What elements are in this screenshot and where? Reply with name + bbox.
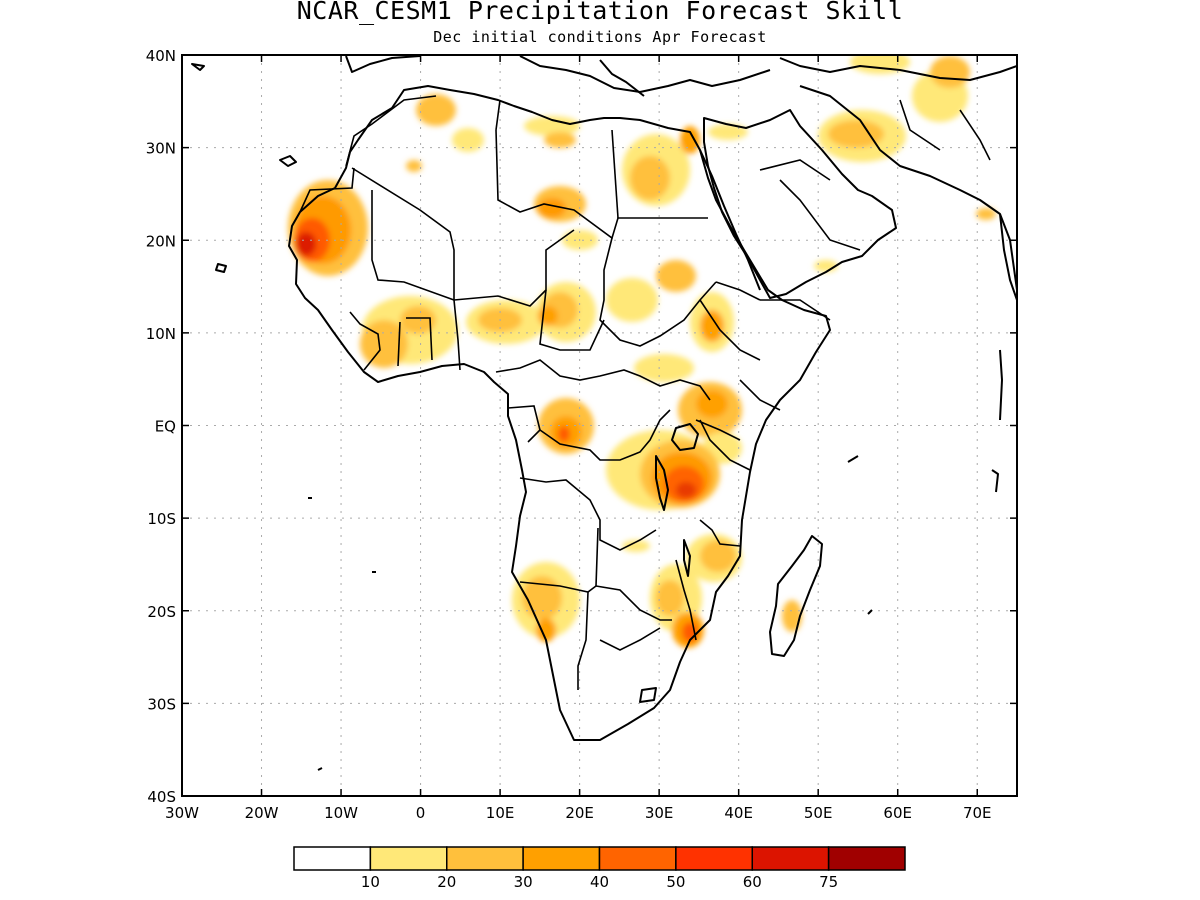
lat-tick-label: 30N [146,140,176,158]
lat-tick-label: 30S [147,695,176,713]
colorbar-label: 60 [743,873,762,891]
lat-tick-label: 40S [147,788,176,806]
lon-tick-label: 20W [245,804,279,822]
longitude-labels: 30W 20W 10W 0 10E 20E 30E 40E 50E 60E 70E [165,804,991,822]
lon-tick-label: 30E [645,804,674,822]
colorbar-swatch [446,846,524,871]
lat-tick-label: 10N [146,325,176,343]
chart-subtitle: Dec initial conditions Apr Forecast [433,28,767,46]
lake-victoria [671,423,699,451]
lat-tick-label: 20S [147,603,176,621]
lon-tick-label: 0 [416,804,426,822]
lon-tick-label: 30W [165,804,199,822]
colorbar-label: 30 [514,873,533,891]
africa-coastline [288,85,831,741]
colorbar-swatch [598,846,677,871]
colorbar-label: 50 [666,873,685,891]
lake-malawi [683,539,691,577]
madagascar-coastline [769,535,823,657]
colorbar-label: 20 [437,873,456,891]
colorbar-label: 40 [590,873,609,891]
colorbar-swatch [675,846,753,871]
arabia-coastline [703,109,897,299]
lon-tick-label: 60E [883,804,912,822]
colorbar-swatch [369,846,448,871]
lat-tick-label: 10S [147,510,176,528]
skill-shading [288,55,996,648]
lon-tick-label: 70E [963,804,992,822]
colorbar-label: 75 [819,873,838,891]
axis-ticks [181,54,1017,797]
latitude-labels: 40N 30N 20N 10N EQ 10S 20S 30S 40S [146,47,176,806]
chart-title: NCAR_CESM1 Precipitation Forecast Skill [296,0,904,25]
map-gridlines [182,55,1017,796]
lon-tick-label: 10W [324,804,358,822]
lake-tanganyika [655,455,669,511]
lat-tick-label: 40N [146,47,176,65]
colorbar [293,846,906,871]
lat-tick-label: 20N [146,232,176,250]
country-borders [299,95,991,690]
lon-tick-label: 10E [486,804,515,822]
coastlines [191,55,1017,771]
lon-tick-label: 50E [804,804,833,822]
colorbar-swatch [751,846,830,871]
colorbar-swatch [293,846,372,871]
lat-tick-label: EQ [155,418,176,436]
lon-tick-label: 20E [565,804,594,822]
colorbar-swatch [827,846,906,871]
lon-tick-label: 40E [724,804,753,822]
colorbar-label: 10 [361,873,380,891]
colorbar-swatch [522,846,601,871]
colorbar-labels: 10 20 30 40 50 60 75 [361,873,838,891]
